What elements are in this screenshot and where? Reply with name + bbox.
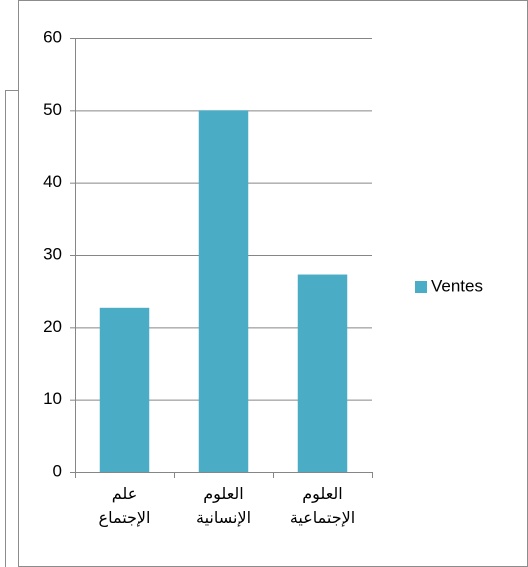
legend-label: Ventes [431, 276, 483, 295]
y-tick-label: 50 [43, 100, 62, 119]
y-tick-label: 0 [53, 461, 62, 480]
y-tick-label: 20 [43, 317, 62, 336]
y-tick-label: 30 [43, 244, 62, 263]
legend-swatch [415, 281, 427, 293]
x-tick-label-box: العلوم الإجتماعية [273, 482, 372, 530]
bar [297, 274, 348, 472]
y-tick-label: 10 [43, 389, 62, 408]
bar [198, 110, 249, 472]
x-tick-label-box: العلوم الإنسانية [174, 482, 273, 530]
x-tick-label-box: علم الإجتماع [75, 482, 174, 530]
x-tick-label: العلوم الإجتماعية [289, 484, 356, 527]
x-tick-label: العلوم الإنسانية [195, 484, 252, 527]
bar [99, 307, 150, 472]
x-tick-label: علم الإجتماع [98, 484, 151, 527]
background-frame [5, 90, 18, 567]
y-tick-label: 40 [43, 172, 62, 191]
y-tick-label: 60 [43, 27, 62, 46]
